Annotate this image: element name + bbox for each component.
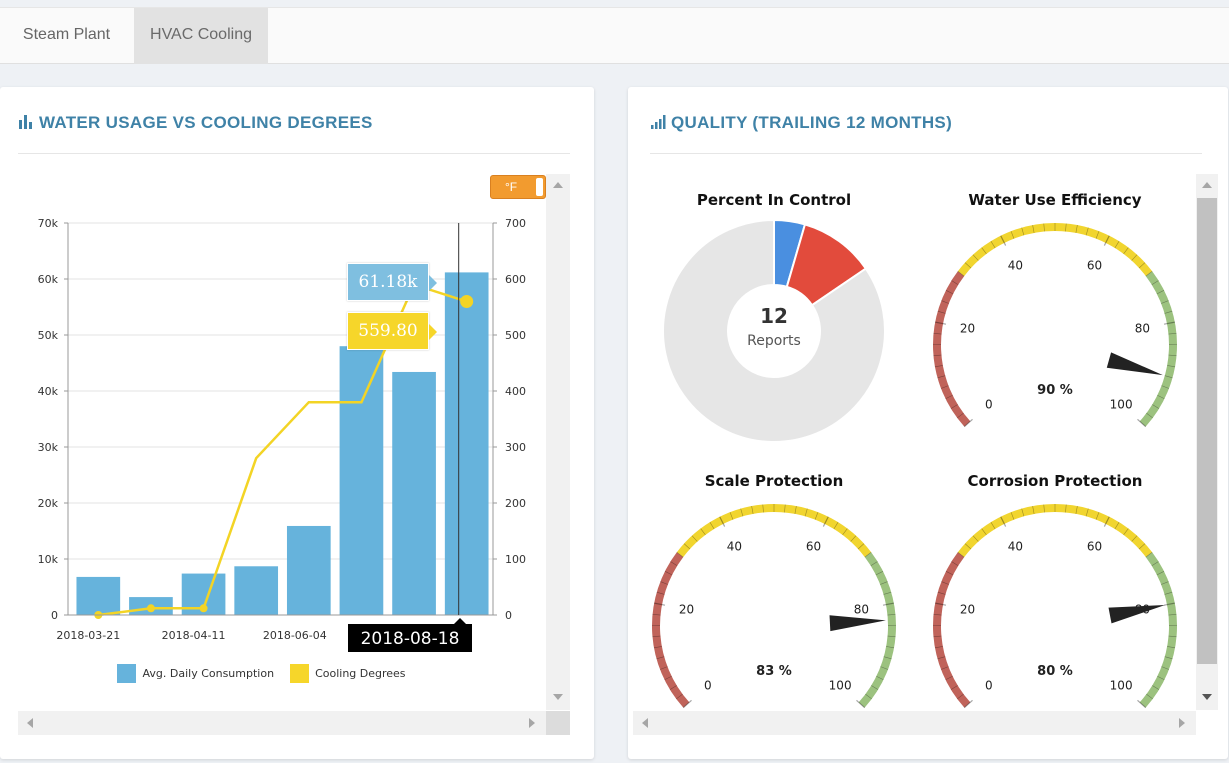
- tab-bar: Steam Plant HVAC Cooling: [0, 7, 1229, 64]
- scroll-right-arrow[interactable]: [529, 718, 535, 728]
- y-left-tick-label: 60k: [38, 273, 59, 286]
- line-point: [460, 295, 474, 309]
- y-left-tick-label: 70k: [38, 217, 59, 230]
- chart-legend: Avg. Daily Consumption Cooling Degrees: [117, 664, 406, 684]
- bar-chart-icon: [19, 114, 35, 134]
- scroll-left-arrow[interactable]: [27, 718, 33, 728]
- y-right-tick-label: 700: [505, 217, 526, 230]
- chart-horizontal-scrollbar[interactable]: [18, 711, 546, 735]
- bar: [444, 272, 489, 615]
- y-right-tick-label: 0: [505, 609, 512, 622]
- scrollbar-corner: [546, 711, 570, 735]
- legend-swatch-consumption: [117, 664, 136, 683]
- y-right-tick-label: 500: [505, 329, 526, 342]
- tooltip-consumption-value: 61.18k: [358, 272, 418, 292]
- tab-steam-plant[interactable]: Steam Plant: [22, 26, 111, 43]
- y-left-tick-label: 50k: [38, 329, 59, 342]
- scroll-right-arrow[interactable]: [1179, 718, 1185, 728]
- scroll-up-arrow[interactable]: [553, 182, 563, 188]
- y-right-tick-label: 600: [505, 273, 526, 286]
- signal-bars-icon: [651, 114, 667, 134]
- legend-label-consumption[interactable]: Avg. Daily Consumption: [142, 667, 275, 680]
- chart-axes: 0 0 10k 100 20k 200 30k 300 40k 400 50k 500 60k 600 70…: [38, 217, 526, 642]
- chart-bars: [76, 272, 489, 615]
- y-left-tick-label: 0: [51, 609, 58, 622]
- scrollbar-thumb[interactable]: [1197, 198, 1217, 664]
- legend-swatch-degrees: [289, 664, 309, 683]
- bar: [392, 371, 436, 615]
- quality-horizontal-scrollbar[interactable]: [633, 711, 1196, 735]
- divider: [18, 153, 570, 154]
- line-point: [146, 604, 155, 613]
- crosshair-date-text: 2018-08-18: [360, 629, 460, 649]
- y-right-tick-label: 300: [505, 441, 526, 454]
- y-left-tick-label: 10k: [38, 553, 59, 566]
- y-left-tick-label: 30k: [38, 441, 59, 454]
- legend-label-degrees[interactable]: Cooling Degrees: [315, 667, 406, 680]
- y-right-tick-label: 200: [505, 497, 526, 510]
- line-point: [199, 604, 208, 613]
- quality-title-text: QUALITY (TRAILING 12 MONTHS): [671, 113, 953, 132]
- crosshair-date-pointer: [454, 618, 466, 624]
- quality-title: QUALITY (TRAILING 12 MONTHS): [651, 113, 952, 134]
- chart-vertical-scrollbar[interactable]: [546, 174, 570, 710]
- y-right-tick-label: 100: [505, 553, 526, 566]
- x-tick-label: 2018-04-11: [162, 629, 226, 642]
- crosshair-date-label: 2018-08-18: [348, 624, 472, 652]
- tooltip-pointer: [429, 275, 437, 291]
- x-tick-label: 2018-06-04: [263, 629, 327, 642]
- scroll-left-arrow[interactable]: [642, 718, 648, 728]
- water-usage-panel: WATER USAGE VS COOLING DEGREES: [0, 87, 594, 759]
- scroll-up-arrow[interactable]: [1202, 182, 1212, 188]
- quality-vertical-scrollbar[interactable]: [1196, 174, 1218, 710]
- x-tick-label: 2018-03-21: [56, 629, 120, 642]
- y-right-tick-label: 400: [505, 385, 526, 398]
- bar: [286, 525, 331, 615]
- bar: [76, 576, 121, 615]
- water-usage-title: WATER USAGE VS COOLING DEGREES: [19, 113, 373, 134]
- chart-line: [94, 283, 474, 619]
- unit-toggle-button[interactable]: °F: [490, 175, 546, 199]
- toggle-knob: [536, 178, 543, 196]
- bar: [234, 566, 279, 615]
- tooltip-degrees: 559.80: [347, 312, 429, 350]
- tab-hvac-cooling[interactable]: HVAC Cooling: [134, 8, 268, 64]
- quality-panel: QUALITY (TRAILING 12 MONTHS): [628, 87, 1228, 759]
- tooltip-pointer: [429, 324, 437, 340]
- scroll-down-arrow[interactable]: [1202, 694, 1212, 700]
- cooling-degrees-line: [98, 283, 468, 617]
- bar: [339, 346, 384, 615]
- unit-toggle-label: °F: [505, 180, 518, 194]
- tooltip-degrees-value: 559.80: [358, 321, 418, 341]
- divider: [650, 153, 1202, 154]
- y-left-tick-label: 20k: [38, 497, 59, 510]
- tooltip-consumption: 61.18k: [347, 263, 429, 301]
- water-usage-title-text: WATER USAGE VS COOLING DEGREES: [39, 113, 373, 132]
- y-left-tick-label: 40k: [38, 385, 59, 398]
- scroll-down-arrow[interactable]: [553, 694, 563, 700]
